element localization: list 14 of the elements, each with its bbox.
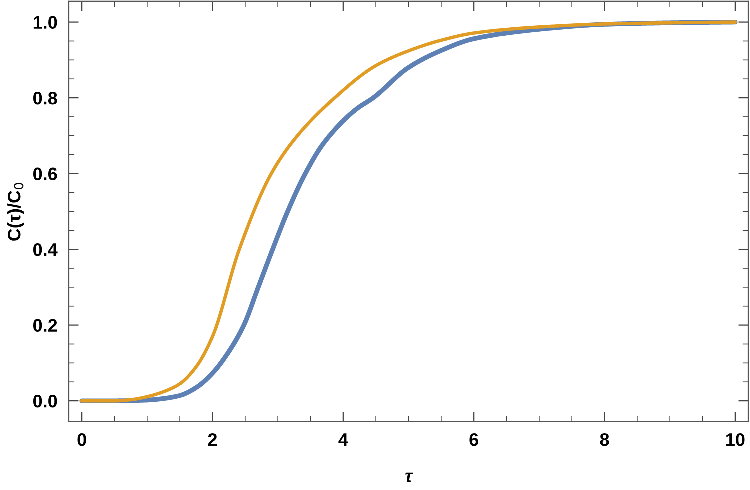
x-axis-title: τ (406, 472, 414, 483)
x-tick-label: 2 (208, 433, 218, 446)
x-tick-label: 10 (726, 433, 745, 446)
y-tick-label: 1.0 (34, 16, 58, 30)
y-tick-label: 0.2 (34, 319, 58, 332)
x-tick-label: 0 (78, 433, 86, 446)
x-tick-label: 6 (470, 433, 478, 446)
y-tick-label: 0.0 (34, 394, 58, 408)
y-tick-label: 0.4 (34, 243, 58, 256)
x-tick-label: 8 (600, 433, 610, 446)
y-tick-label: 0.8 (34, 92, 58, 105)
y-tick-label: 0.6 (34, 168, 58, 181)
y-axis-title: C(τ)/C$_{0}$ (7, 183, 24, 241)
x-tick-label: 4 (338, 434, 348, 446)
